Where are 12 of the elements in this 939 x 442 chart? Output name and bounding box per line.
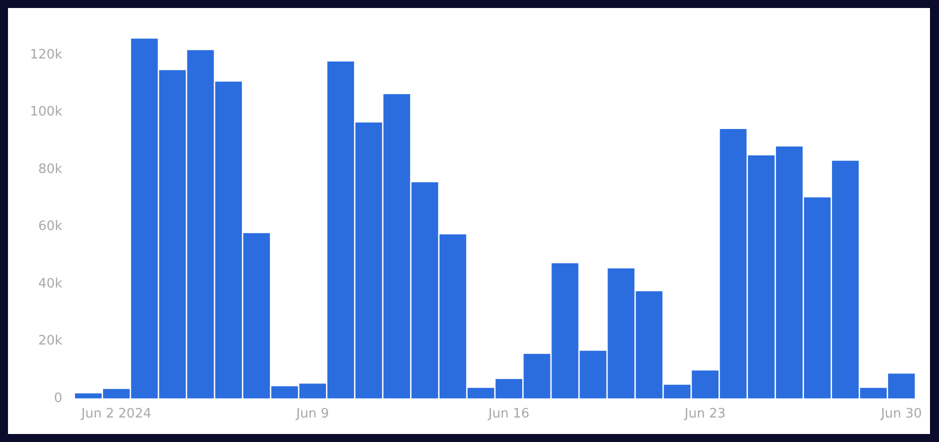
x-tick-label: Jun 23 <box>684 406 726 422</box>
y-tick-label: 80k <box>38 162 63 177</box>
x-tick-label: Jun 30 <box>880 406 922 422</box>
x-tick-label: Jun 2 2024 <box>80 406 152 422</box>
x-tick-label: Jun 16 <box>487 406 530 422</box>
y-tick-label: 100k <box>30 104 63 120</box>
y-tick-label: 0 <box>54 390 62 406</box>
y-tick-label: 60k <box>38 219 63 234</box>
x-tick-label: Jun 9 <box>295 406 330 422</box>
y-tick-label: 40k <box>38 276 63 292</box>
y-tick-label: 20k <box>38 334 63 349</box>
y-tick-label: 120k <box>30 48 63 63</box>
